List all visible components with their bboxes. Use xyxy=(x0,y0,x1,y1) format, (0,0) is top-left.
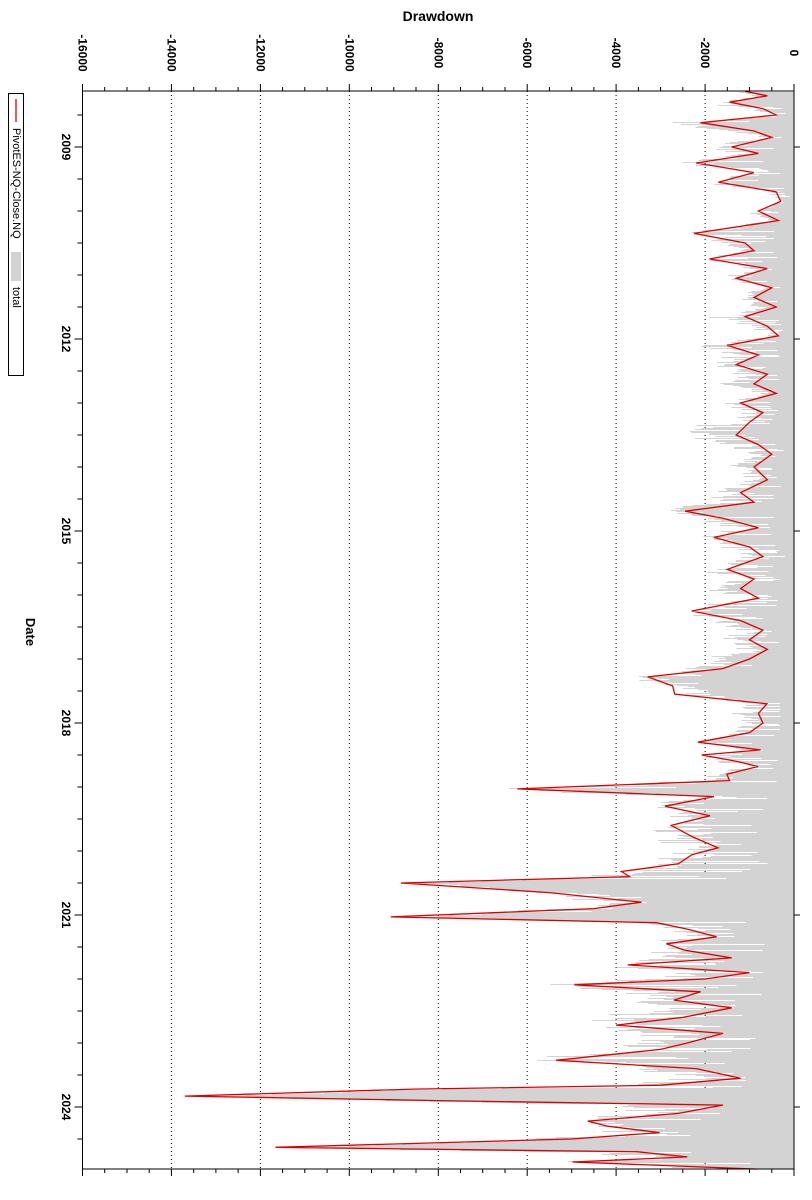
total-area xyxy=(211,92,795,1169)
legend: PivotES-NQ-Close.NQ total xyxy=(8,93,24,376)
legend-area-sample xyxy=(11,252,21,281)
year-tick-label: 2012 xyxy=(59,326,73,353)
value-axis-tick-label: -14000 xyxy=(164,34,178,72)
value-axis-tick-label: -12000 xyxy=(253,34,267,72)
year-tick-label: 2021 xyxy=(59,902,73,929)
year-tick-label: 2009 xyxy=(59,134,73,161)
value-axis-tick-label: -4000 xyxy=(609,38,623,69)
legend-entry-strategy-label: PivotES-NQ-Close.NQ xyxy=(10,128,22,239)
value-axis-tick-label: 0 xyxy=(787,50,801,57)
value-axis-tick-label: -8000 xyxy=(431,38,445,69)
legend-entry-total-label: total xyxy=(10,287,22,308)
strategy-line xyxy=(184,90,782,1170)
value-axis-tick-label: -6000 xyxy=(520,38,534,69)
value-axis-tick-label: -10000 xyxy=(342,34,356,72)
date-axis-title: Date xyxy=(23,618,38,646)
axis-ticks xyxy=(74,84,800,1176)
chart-title: Drawdown xyxy=(403,8,474,24)
value-axis-tick-label: -2000 xyxy=(698,38,712,69)
legend-box xyxy=(8,93,24,376)
value-axis-tick-label: -16000 xyxy=(76,34,90,72)
year-tick-label: 2015 xyxy=(59,518,73,545)
year-tick-label: 2024 xyxy=(59,1094,73,1121)
year-tick-label: 2018 xyxy=(59,710,73,737)
